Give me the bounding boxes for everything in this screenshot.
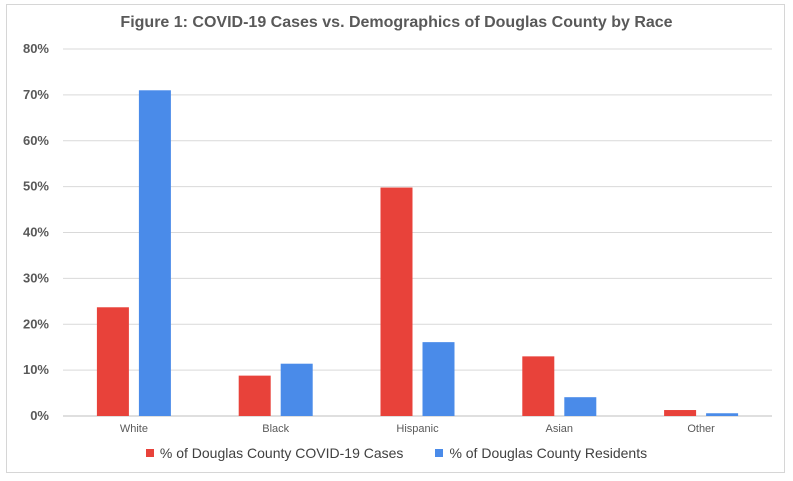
- legend-item-residents: % of Douglas County Residents: [435, 445, 647, 461]
- bar-cases: [238, 375, 271, 416]
- bar-residents: [280, 363, 313, 416]
- chart-plot: 0% 10% 20% 30% 40% 50% 60% 70% 80% White Black Hisp…: [23, 41, 772, 435]
- legend-swatch-residents: [435, 449, 444, 457]
- y-tick-label: 70%: [23, 87, 49, 102]
- y-tick-label: 60%: [23, 133, 49, 148]
- x-tick-label: Hispanic: [396, 423, 439, 435]
- bar-residents: [422, 342, 455, 416]
- bar-cases: [664, 410, 697, 416]
- bar-residents: [706, 413, 739, 416]
- x-tick-label: White: [120, 423, 148, 435]
- y-tick-label: 10%: [23, 362, 49, 377]
- bar-residents: [138, 90, 171, 416]
- x-tick-label: Black: [262, 423, 289, 435]
- bar-cases: [522, 356, 555, 416]
- bar-residents: [564, 397, 597, 416]
- x-tick-label: Other: [687, 423, 715, 435]
- bar-cases: [380, 187, 413, 416]
- y-tick-label: 20%: [23, 316, 49, 331]
- x-tick-label: Asian: [546, 423, 574, 435]
- legend-label-residents: % of Douglas County Residents: [449, 445, 648, 461]
- y-tick-label: 30%: [23, 270, 49, 285]
- chart-frame: Figure 1: COVID-19 Cases vs. Demographic…: [6, 4, 785, 473]
- bar-cases: [96, 307, 129, 416]
- legend-swatch-cases: [145, 449, 154, 457]
- y-tick-label: 40%: [23, 225, 49, 240]
- legend-label-cases: % of Douglas County COVID-19 Cases: [159, 445, 404, 461]
- y-tick-label: 50%: [23, 179, 49, 194]
- y-tick-label: 80%: [23, 41, 49, 56]
- chart-legend: % of Douglas County COVID-19 Cases % of …: [7, 445, 786, 461]
- y-tick-label: 0%: [30, 408, 49, 423]
- chart-title: Figure 1: COVID-19 Cases vs. Demographic…: [120, 14, 673, 31]
- legend-item-cases: % of Douglas County COVID-19 Cases: [145, 445, 404, 461]
